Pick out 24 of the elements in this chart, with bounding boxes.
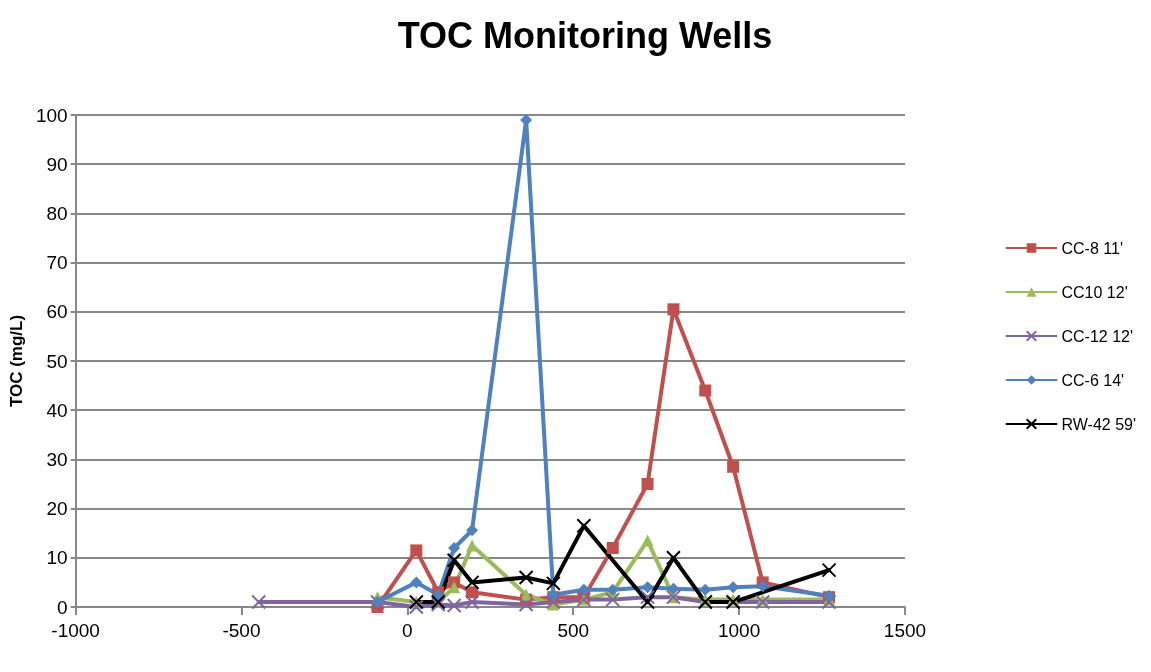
y-tick-label: 80 [46, 202, 68, 224]
legend-label: CC-12 12' [1061, 327, 1134, 345]
y-tick-label: 10 [46, 547, 68, 569]
y-tick-label: 30 [46, 448, 68, 470]
legend-label: CC-8 11' [1061, 239, 1123, 257]
y-axis-title: TOC (mg/L) [7, 314, 26, 408]
x-tick-label: 0 [402, 620, 413, 641]
x-tick-label: 1500 [883, 620, 927, 641]
x-tick-label: 1000 [717, 620, 761, 641]
legend-label: RW-42 59' [1061, 415, 1136, 433]
y-tick-label: 50 [46, 350, 68, 372]
y-tick-label: 20 [46, 498, 68, 520]
legend-label: CC-6 14' [1061, 371, 1125, 389]
y-tick-label: 40 [46, 399, 68, 421]
y-tick-label: 0 [57, 596, 68, 618]
y-tick-label: 60 [46, 301, 68, 323]
chart-title: TOC Monitoring Wells [397, 14, 773, 56]
x-tick-label: 500 [557, 620, 590, 641]
x-tick-label: -1000 [51, 620, 100, 641]
y-tick-label: 70 [46, 252, 68, 274]
legend-label: CC10 12' [1061, 283, 1128, 301]
y-tick-label: 90 [46, 153, 68, 175]
y-tick-label: 100 [35, 104, 68, 126]
x-tick-label: -500 [222, 620, 261, 641]
